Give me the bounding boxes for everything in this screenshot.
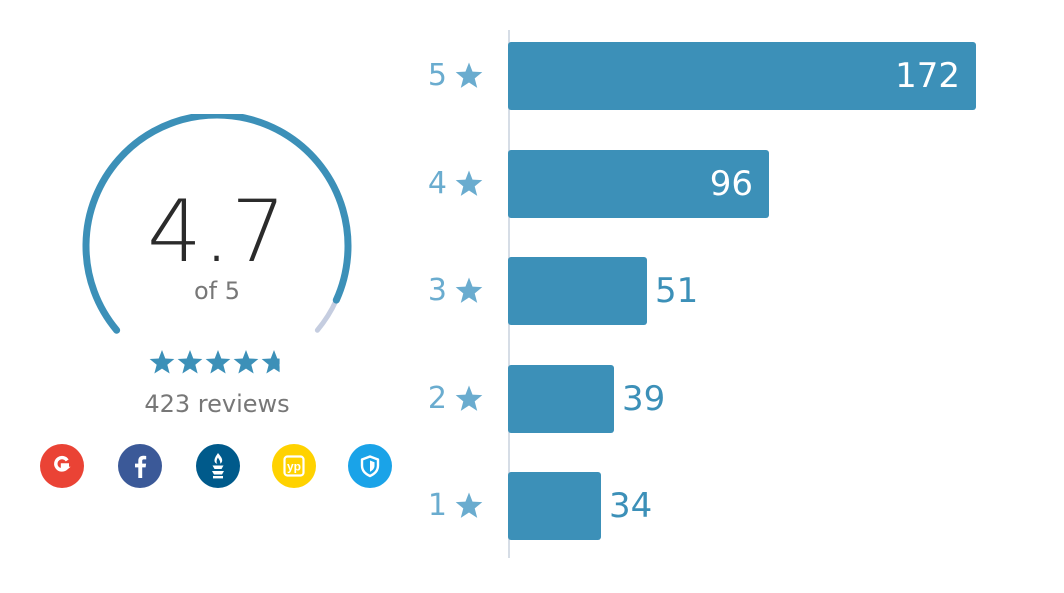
yp-logo-text: yp <box>287 460 301 474</box>
facebook-icon <box>118 444 162 488</box>
category-star-icon <box>455 170 483 196</box>
score-scale-label: of 5 <box>193 277 241 305</box>
facebook-source-button[interactable] <box>118 444 162 488</box>
rating-bar <box>508 364 614 433</box>
rating-bar <box>508 149 769 218</box>
category-label: 4 <box>427 165 447 201</box>
bar-value-label: 172 <box>895 56 960 96</box>
category-label: 1 <box>427 488 447 523</box>
category-star-icon <box>455 62 483 88</box>
category-star-icon <box>455 385 483 411</box>
rating-bar <box>508 472 601 540</box>
shield-icon <box>348 444 392 488</box>
category-label: 5 <box>427 58 447 93</box>
bar-value-label: 96 <box>709 163 753 204</box>
bbb-icon <box>196 444 240 488</box>
review-sources: yp <box>40 444 396 490</box>
gauge-fill <box>82 114 352 334</box>
category-label: 2 <box>427 380 447 416</box>
rating-star-icon <box>205 350 231 374</box>
bar-value-label: 51 <box>655 271 699 311</box>
bar-value-label: 34 <box>609 486 653 526</box>
yp-icon: yp <box>272 444 316 488</box>
rating-distribution-chart: 5 172 4 96 3 51 2 39 1 34 <box>400 30 1000 560</box>
category-star-icon <box>455 492 483 518</box>
rating-gauge <box>82 114 352 334</box>
rating-star-icon <box>149 350 175 374</box>
average-score: 4.7 <box>147 182 287 282</box>
category-label: 3 <box>427 273 447 308</box>
rating-star-icon <box>177 350 203 374</box>
rating-star-icon <box>261 350 280 374</box>
review-count: 423 reviews <box>144 390 290 418</box>
yp-source-button[interactable]: yp <box>272 444 316 488</box>
google-icon <box>40 444 84 488</box>
google-source-button[interactable] <box>40 444 84 488</box>
rating-bar <box>508 257 647 325</box>
rating-star-icon <box>233 350 259 374</box>
bbb-source-button[interactable] <box>196 444 240 488</box>
rating-bar <box>508 42 976 110</box>
bar-value-label: 39 <box>622 378 666 419</box>
star-rating <box>149 350 280 374</box>
trust-source-button[interactable] <box>348 444 392 488</box>
category-star-icon <box>455 277 483 303</box>
